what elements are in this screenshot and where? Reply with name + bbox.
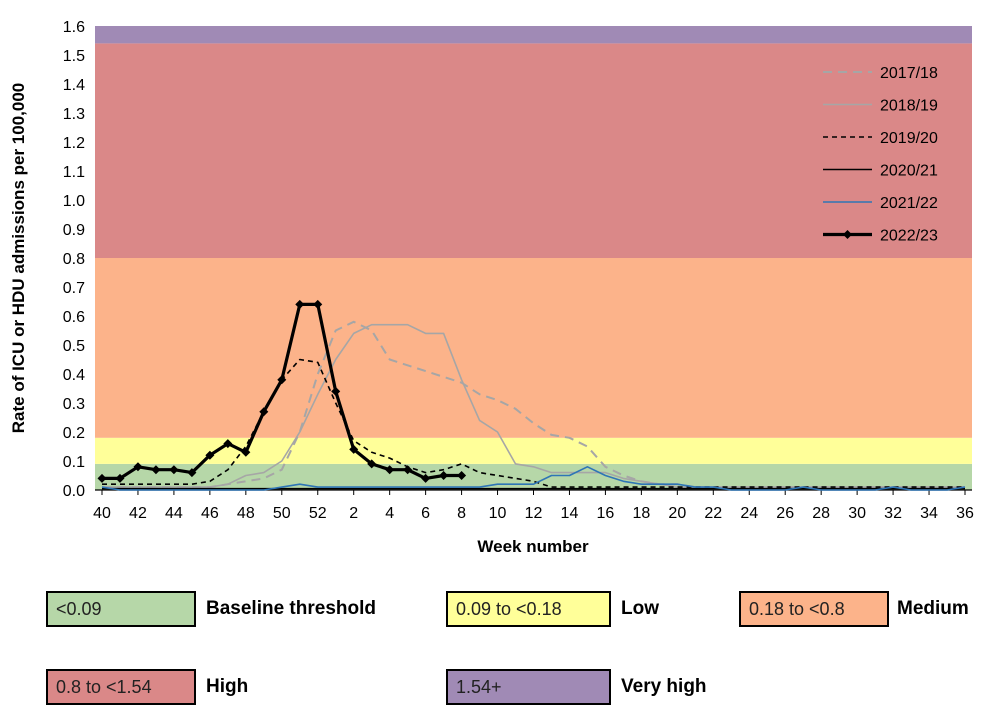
- x-tick-label: 50: [273, 505, 291, 522]
- y-tick-label: 0.6: [63, 309, 85, 326]
- chart: 0.0 0.1 0.2 0.3 0.4 0.5 0.6 0.7 0.8 0.9 1.0 1.1 1.2 1…: [9, 19, 974, 556]
- x-tick-label: 4: [385, 505, 394, 522]
- threshold-band-0: [95, 463, 972, 490]
- y-tick-label: 0.2: [63, 425, 85, 442]
- legend-label: 2017/18: [880, 65, 938, 82]
- threshold-key-box-4: 1.54+: [446, 669, 611, 705]
- x-tick-label: 46: [201, 505, 219, 522]
- x-tick-label: 52: [309, 505, 327, 522]
- x-tick-label: 26: [776, 505, 794, 522]
- threshold-key-label-0: Baseline threshold: [206, 598, 376, 619]
- threshold-band-3: [95, 43, 972, 259]
- x-tick-label: 28: [812, 505, 830, 522]
- x-tick-label: 10: [489, 505, 507, 522]
- legend-marker: [843, 230, 852, 239]
- x-tick-label: 40: [93, 505, 111, 522]
- data-point-marker: [403, 465, 413, 475]
- data-point-marker: [241, 447, 251, 457]
- data-point-marker: [259, 407, 269, 417]
- y-tick-label: 1.1: [63, 164, 85, 181]
- data-point-marker: [187, 468, 197, 478]
- x-tick-label: 12: [525, 505, 543, 522]
- y-tick-label: 1.6: [63, 19, 85, 36]
- threshold-key-label-1: Low: [621, 598, 659, 619]
- y-tick-label: 0.5: [63, 338, 85, 355]
- y-tick-label: 1.5: [63, 48, 85, 65]
- y-tick-label: 1.4: [63, 77, 85, 94]
- x-tick-label: 22: [704, 505, 722, 522]
- threshold-band-2: [95, 258, 972, 438]
- y-axis-ticks: 0.0 0.1 0.2 0.3 0.4 0.5 0.6 0.7 0.8 0.9 1.0 1.1 1.2 1…: [63, 19, 85, 500]
- threshold-band-4: [95, 26, 972, 44]
- x-tick-label: 32: [884, 505, 902, 522]
- y-axis-title: Rate of ICU or HDU admissions per 100,00…: [9, 83, 28, 434]
- data-point-marker: [421, 473, 431, 483]
- data-point-marker: [133, 462, 143, 472]
- x-tick-label: 34: [920, 505, 938, 522]
- legend: 2017/18 2018/19 2019/20 2020/21 2021/22 2022/…: [823, 65, 938, 245]
- data-point-marker: [97, 473, 107, 483]
- threshold-key-box-1: 0.09 to <0.18: [446, 591, 611, 627]
- x-tick-label: 18: [632, 505, 650, 522]
- y-tick-label: 0.3: [63, 396, 85, 413]
- x-tick-label: 20: [668, 505, 686, 522]
- data-point-marker: [277, 375, 287, 385]
- series-lines: [97, 299, 966, 491]
- y-tick-label: 0.8: [63, 251, 85, 268]
- data-point-marker: [367, 459, 377, 469]
- legend-label: 2021/22: [880, 195, 938, 212]
- data-point-marker: [115, 473, 125, 483]
- data-point-marker: [205, 450, 215, 460]
- data-point-marker: [295, 299, 305, 309]
- legend-label: 2022/23: [880, 228, 938, 245]
- x-tick-label: 8: [457, 505, 466, 522]
- series-line-1: [102, 323, 965, 488]
- x-axis-title: Week number: [477, 537, 589, 556]
- y-tick-label: 0.0: [63, 483, 85, 500]
- data-point-marker: [385, 465, 395, 475]
- threshold-key-box-3: 0.8 to <1.54: [46, 669, 196, 705]
- y-tick-label: 1.2: [63, 135, 85, 152]
- data-point-marker: [349, 444, 359, 454]
- y-tick-label: 1.0: [63, 193, 85, 210]
- series-line-4: [101, 465, 966, 491]
- data-point-marker: [169, 465, 179, 475]
- data-point-marker: [313, 299, 323, 309]
- y-tick-label: 0.1: [63, 454, 85, 471]
- legend-label: 2019/20: [880, 130, 938, 147]
- x-tick-label: 14: [561, 505, 579, 522]
- x-tick-label: 30: [848, 505, 866, 522]
- data-point-marker: [457, 471, 467, 480]
- x-tick-label: 48: [237, 505, 255, 522]
- x-tick-label: 16: [597, 505, 615, 522]
- y-tick-label: 1.3: [63, 106, 85, 123]
- x-tick-label: 36: [956, 505, 974, 522]
- threshold-key-label-4: Very high: [621, 676, 707, 697]
- legend-label: 2020/21: [880, 163, 938, 180]
- x-axis-ticks: 40 42 44 46 48 50 52 2 4 6 8 10 12 14 16 18 20 22 24 26 28 30…: [93, 490, 974, 522]
- legend-label: 2018/19: [880, 98, 938, 115]
- x-tick-label: 24: [740, 505, 758, 522]
- threshold-key-label-3: High: [206, 676, 249, 697]
- threshold-key-label-2: Medium: [897, 598, 969, 619]
- x-tick-label: 6: [421, 505, 430, 522]
- data-point-marker: [331, 386, 341, 396]
- threshold-bands: [95, 26, 972, 490]
- x-tick-label: 44: [165, 505, 183, 522]
- data-point-marker: [223, 439, 233, 449]
- y-tick-label: 0.4: [63, 367, 85, 384]
- data-point-marker: [151, 465, 161, 475]
- x-tick-label: 2: [349, 505, 358, 522]
- data-point-marker: [439, 471, 449, 480]
- y-tick-label: 0.9: [63, 222, 85, 239]
- threshold-key-box-0: <0.09: [46, 591, 196, 627]
- y-tick-label: 0.7: [63, 280, 85, 297]
- threshold-key-box-2: 0.18 to <0.8: [739, 591, 889, 627]
- x-tick-label: 42: [129, 505, 147, 522]
